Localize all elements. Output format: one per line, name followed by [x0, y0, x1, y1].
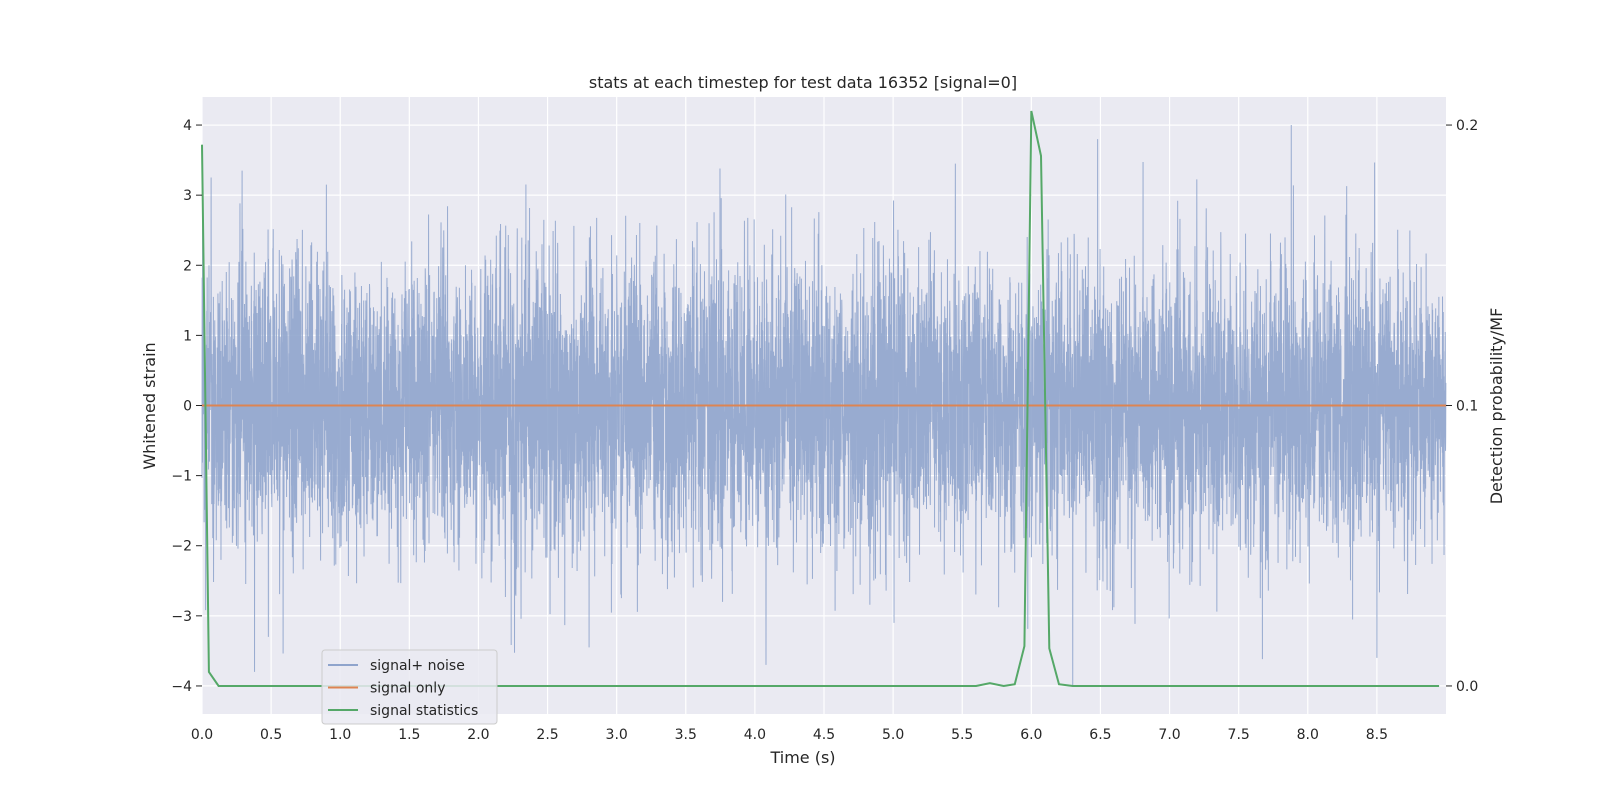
x-tick-label-9: 4.5	[813, 727, 835, 743]
y-tick-label-3: −1	[171, 469, 192, 485]
x-tick-label-10: 5.0	[882, 727, 904, 743]
x-axis-label: Time (s)	[769, 748, 835, 767]
legend-label-0: signal+ noise	[370, 658, 465, 674]
legend-label-2: signal statistics	[370, 703, 478, 719]
y-tick-label-1: −3	[171, 609, 192, 625]
legend: signal+ noise signal only signal statistic…	[321, 649, 498, 725]
x-axis: 0.0 0.5 1.0 1.5 2.0 2.5 3.0 3.5 4.0 4.5 5.0 5.5 6.0 6…	[191, 727, 1388, 743]
y2-tick-label-1: 0.1	[1456, 399, 1478, 415]
x-tick-label-2: 1.0	[329, 727, 351, 743]
y-tick-label-0: −4	[171, 679, 192, 695]
y-tick-label-6: 2	[183, 258, 192, 274]
y2-axis-label: Detection probability/MF	[1487, 308, 1506, 505]
y2-tick-label-2: 0.2	[1456, 118, 1478, 134]
x-tick-label-5: 2.5	[536, 727, 558, 743]
y-tick-label-4: 0	[183, 399, 192, 415]
y-axis-right: 0.0 0.1 0.2	[1446, 118, 1478, 695]
x-tick-label-15: 7.5	[1228, 727, 1250, 743]
x-tick-label-8: 4.0	[744, 727, 766, 743]
series-signal-noise-line	[201, 125, 1447, 686]
x-tick-label-1: 0.5	[260, 727, 282, 743]
y2-tick-label-0: 0.0	[1456, 679, 1478, 695]
y-tick-label-2: −2	[171, 539, 192, 555]
legend-box	[321, 649, 498, 725]
y-tick-label-5: 1	[183, 328, 192, 344]
x-tick-label-12: 6.0	[1020, 727, 1042, 743]
x-tick-label-3: 1.5	[398, 727, 420, 743]
x-tick-label-14: 7.0	[1158, 727, 1180, 743]
y-axis-left: −4 −3 −2 −1 0 1 2 3 4	[171, 118, 202, 695]
x-tick-label-0: 0.0	[191, 727, 213, 743]
legend-label-1: signal only	[370, 681, 445, 697]
x-tick-label-6: 3.0	[606, 727, 628, 743]
x-tick-label-4: 2.0	[467, 727, 489, 743]
y-tick-label-7: 3	[183, 188, 192, 204]
y-tick-label-8: 4	[183, 118, 192, 134]
x-tick-label-7: 3.5	[675, 727, 697, 743]
x-tick-label-13: 6.5	[1089, 727, 1111, 743]
x-tick-label-16: 8.0	[1297, 727, 1319, 743]
chart-title: stats at each timestep for test data 163…	[589, 73, 1017, 92]
x-tick-label-17: 8.5	[1366, 727, 1388, 743]
x-tick-label-11: 5.5	[951, 727, 973, 743]
y-axis-label: Whitened strain	[140, 342, 159, 469]
